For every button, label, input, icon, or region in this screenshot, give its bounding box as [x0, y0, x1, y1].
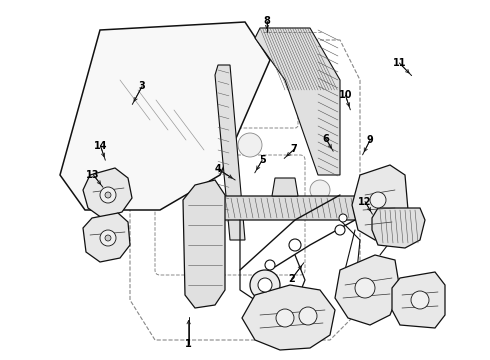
- Circle shape: [310, 180, 330, 200]
- Text: 4: 4: [215, 164, 221, 174]
- Circle shape: [289, 239, 301, 251]
- Polygon shape: [335, 255, 400, 325]
- Circle shape: [265, 260, 275, 270]
- Circle shape: [339, 214, 347, 222]
- Circle shape: [258, 278, 272, 292]
- Text: 5: 5: [259, 155, 266, 165]
- Polygon shape: [272, 178, 298, 196]
- Circle shape: [355, 278, 375, 298]
- Circle shape: [100, 230, 116, 246]
- Text: 7: 7: [291, 144, 297, 154]
- Circle shape: [250, 270, 280, 300]
- Text: 3: 3: [139, 81, 146, 91]
- Polygon shape: [83, 168, 132, 218]
- Polygon shape: [215, 65, 245, 240]
- Text: 13: 13: [86, 170, 100, 180]
- Polygon shape: [392, 272, 445, 328]
- Text: 9: 9: [367, 135, 373, 145]
- Circle shape: [100, 187, 116, 203]
- Polygon shape: [242, 285, 335, 350]
- Polygon shape: [83, 213, 130, 262]
- Circle shape: [370, 192, 386, 208]
- Circle shape: [238, 133, 262, 157]
- Polygon shape: [60, 22, 270, 210]
- Circle shape: [411, 291, 429, 309]
- Text: 8: 8: [264, 16, 270, 26]
- Polygon shape: [255, 28, 340, 175]
- Polygon shape: [215, 196, 365, 220]
- Circle shape: [105, 235, 111, 241]
- Polygon shape: [352, 165, 408, 240]
- Circle shape: [276, 309, 294, 327]
- Circle shape: [105, 192, 111, 198]
- Text: 6: 6: [322, 134, 329, 144]
- Text: 2: 2: [288, 274, 295, 284]
- Text: 10: 10: [339, 90, 352, 100]
- Polygon shape: [372, 208, 425, 248]
- Circle shape: [335, 225, 345, 235]
- Circle shape: [299, 307, 317, 325]
- Text: 1: 1: [185, 339, 192, 349]
- Polygon shape: [183, 180, 225, 308]
- Text: 11: 11: [392, 58, 406, 68]
- Text: 12: 12: [358, 197, 372, 207]
- Text: 14: 14: [94, 141, 107, 151]
